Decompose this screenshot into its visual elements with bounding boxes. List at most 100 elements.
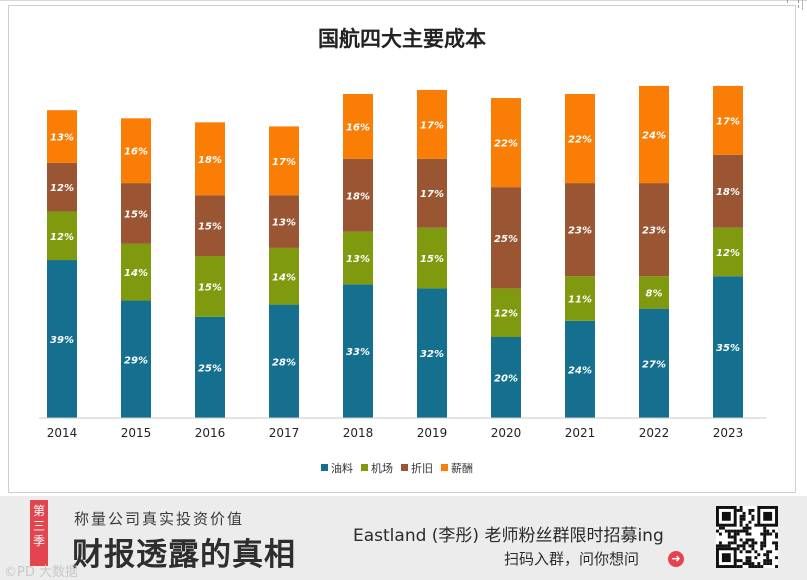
data-label: 23% [642, 226, 666, 237]
data-label: 18% [198, 155, 222, 166]
bar-segment[interactable] [343, 158, 373, 232]
bar-segment[interactable] [47, 211, 77, 261]
x-tick-label: 2018 [343, 426, 374, 440]
data-label: 15% [198, 282, 222, 293]
data-label: 12% [716, 248, 740, 259]
x-tick-label: 2016 [195, 426, 226, 440]
data-label: 22% [494, 139, 518, 150]
bar-segment[interactable] [639, 183, 669, 277]
bar-segment[interactable] [343, 94, 373, 159]
bar-segment[interactable] [713, 85, 743, 155]
data-label: 8% [646, 288, 663, 299]
bar-segment[interactable] [121, 183, 151, 244]
bar-segment[interactable] [491, 187, 521, 289]
bar-segment[interactable] [417, 89, 447, 159]
data-label: 25% [198, 363, 222, 374]
data-label: 25% [494, 234, 518, 245]
arrow-right-icon[interactable]: ➜ [668, 551, 684, 567]
bar-segment[interactable] [713, 227, 743, 277]
legend-swatch [401, 464, 408, 471]
legend-label: 油料 [331, 461, 353, 475]
bar-segment[interactable] [121, 118, 151, 184]
data-label: 11% [568, 295, 592, 306]
bar-segment[interactable] [565, 320, 595, 418]
bar-segment[interactable] [47, 162, 77, 212]
chart-title: 国航四大主要成本 [318, 27, 486, 51]
badge-char: 季 [32, 534, 45, 548]
badge-char: 第 [32, 504, 45, 518]
bar-segment[interactable] [195, 195, 225, 256]
bar-segment[interactable] [565, 183, 595, 277]
x-tick-label: 2014 [47, 426, 78, 440]
x-tick-label: 2017 [269, 426, 300, 440]
qr-code-icon[interactable] [716, 506, 778, 568]
selection-handle-icon [787, 0, 799, 8]
data-label: 15% [198, 222, 222, 233]
season-badge: 第 三 季 [30, 500, 48, 566]
data-label: 35% [716, 343, 740, 354]
x-tick-label: 2022 [639, 426, 670, 440]
stacked-bar-chart: 国航四大主要成本 39% 12% 12% 13% 29% 14% 15% 16% 25% 15% 1… [39, 27, 766, 475]
data-label: 29% [124, 355, 148, 366]
bar-segment[interactable] [639, 276, 669, 309]
bar-segment[interactable] [417, 158, 447, 228]
data-label: 24% [642, 131, 666, 142]
bar-segment[interactable] [195, 256, 225, 317]
data-label: 15% [124, 209, 148, 220]
data-label: 13% [272, 218, 296, 229]
bar-segment[interactable] [639, 85, 669, 184]
data-label: 17% [420, 120, 444, 131]
data-label: 24% [568, 365, 592, 376]
x-tick-label: 2015 [121, 426, 152, 440]
x-tick-label: 2019 [417, 426, 448, 440]
bar-segment[interactable] [269, 304, 299, 418]
bar-segment[interactable] [713, 276, 743, 418]
bar-segment[interactable] [269, 247, 299, 305]
data-label: 13% [346, 254, 370, 265]
legend-label: 薪酬 [451, 462, 473, 475]
bar-segment[interactable] [269, 195, 299, 248]
data-label: 13% [50, 133, 74, 144]
data-label: 27% [642, 359, 666, 370]
bar-segment[interactable] [195, 122, 225, 196]
data-label: 18% [346, 191, 370, 202]
promo-line-2: 扫码入群，问你想问 [504, 550, 640, 568]
bar-segment[interactable] [47, 260, 77, 418]
bar-segment[interactable] [713, 154, 743, 228]
bar-segment[interactable] [639, 308, 669, 418]
bar-segment[interactable] [121, 243, 151, 301]
bar-segment[interactable] [491, 288, 521, 337]
bar-segment[interactable] [565, 276, 595, 321]
promo-line-1: Eastland (李彤) 老师粉丝群限时招募ing [353, 526, 664, 546]
data-label: 15% [420, 254, 444, 265]
data-label: 16% [124, 147, 148, 158]
x-tick-label: 2023 [713, 426, 744, 440]
bars-group: 39% 12% 12% 13% 29% 14% 15% 16% 25% 15% 15% 18% 28% 1… [47, 85, 743, 418]
data-label: 22% [568, 135, 592, 146]
bar-segment[interactable] [491, 337, 521, 418]
bar-segment[interactable] [417, 288, 447, 418]
selection-edge-icon [802, 0, 803, 10]
x-tick-label: 2021 [565, 426, 596, 440]
legend-label: 折旧 [411, 461, 433, 475]
chart-frame[interactable]: 国航四大主要成本 39% 12% 12% 13% 29% 14% 15% 16% 25% 15% 1… [8, 5, 796, 493]
bar-segment[interactable] [343, 231, 373, 285]
bar-segment[interactable] [491, 98, 521, 188]
data-label: 12% [494, 309, 518, 320]
legend-swatch [361, 464, 368, 471]
legend-swatch [441, 464, 448, 471]
data-label: 18% [716, 187, 740, 198]
data-label: 17% [272, 157, 296, 168]
data-label: 28% [272, 357, 296, 368]
slogan-big: 财报透露的真相 [72, 537, 296, 573]
bar-segment[interactable] [121, 300, 151, 418]
bar-segment[interactable] [195, 316, 225, 418]
bar-segment[interactable] [343, 284, 373, 418]
bar-segment[interactable] [47, 110, 77, 163]
watermark: ©PD 大数据 [4, 565, 78, 580]
data-label: 17% [420, 189, 444, 200]
bar-segment[interactable] [417, 227, 447, 289]
bar-segment[interactable] [269, 126, 299, 196]
data-label: 20% [494, 374, 518, 385]
bar-segment[interactable] [565, 94, 595, 184]
